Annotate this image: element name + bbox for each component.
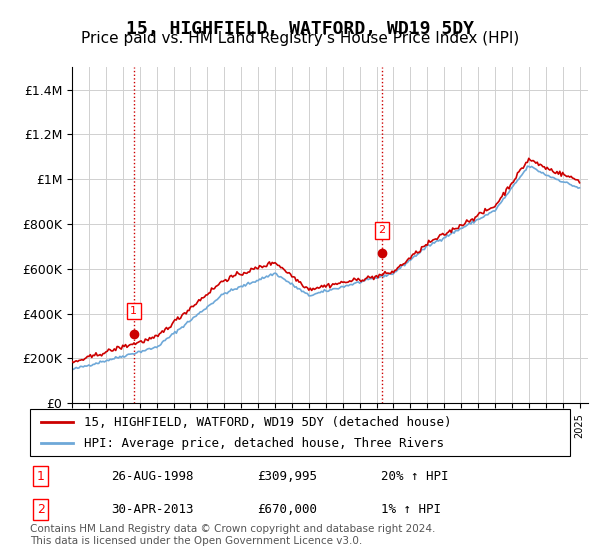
Text: 1: 1 (130, 306, 137, 316)
Text: 1% ↑ HPI: 1% ↑ HPI (381, 503, 441, 516)
Text: 20% ↑ HPI: 20% ↑ HPI (381, 469, 449, 483)
Text: 15, HIGHFIELD, WATFORD, WD19 5DY (detached house): 15, HIGHFIELD, WATFORD, WD19 5DY (detach… (84, 416, 452, 428)
Text: £670,000: £670,000 (257, 503, 317, 516)
Text: 2: 2 (379, 225, 386, 235)
Text: Contains HM Land Registry data © Crown copyright and database right 2024.
This d: Contains HM Land Registry data © Crown c… (30, 524, 436, 546)
Text: HPI: Average price, detached house, Three Rivers: HPI: Average price, detached house, Thre… (84, 437, 444, 450)
FancyBboxPatch shape (30, 409, 570, 456)
Text: 2: 2 (37, 503, 45, 516)
Text: Price paid vs. HM Land Registry's House Price Index (HPI): Price paid vs. HM Land Registry's House … (81, 31, 519, 46)
Text: 15, HIGHFIELD, WATFORD, WD19 5DY: 15, HIGHFIELD, WATFORD, WD19 5DY (126, 20, 474, 38)
Text: £309,995: £309,995 (257, 469, 317, 483)
Text: 26-AUG-1998: 26-AUG-1998 (111, 469, 193, 483)
Text: 1: 1 (37, 469, 45, 483)
Text: 30-APR-2013: 30-APR-2013 (111, 503, 193, 516)
